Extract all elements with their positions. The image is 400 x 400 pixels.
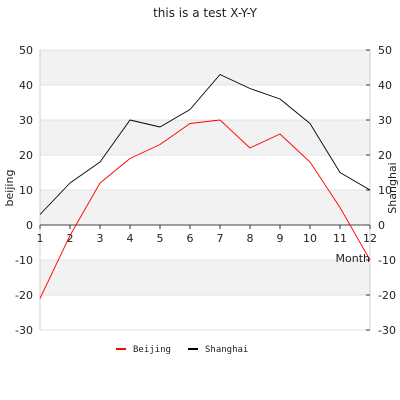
y-tick-label-left: 0 — [26, 219, 33, 232]
y-tick-label-right: -10 — [378, 254, 396, 267]
x-tick-label: 8 — [247, 232, 254, 245]
chart-title: this is a test X-Y-Y — [153, 6, 257, 20]
x-tick-label: 4 — [127, 232, 134, 245]
grid-bands — [40, 50, 370, 295]
x-tick-label: 5 — [157, 232, 164, 245]
x-ticks: 1 2 3 4 5 6 7 8 9 10 11 12 — [37, 225, 377, 245]
left-y-ticks: -30 -20 -10 0 10 20 30 40 50 — [15, 44, 33, 337]
right-y-ticks: -30 -20 -10 0 10 20 30 40 50 — [366, 44, 396, 337]
y-tick-label-left: 20 — [19, 149, 33, 162]
y-tick-label-left: 30 — [19, 114, 33, 127]
y-tick-label-left: -30 — [15, 324, 33, 337]
x-tick-label: 6 — [187, 232, 194, 245]
x-tick-label: 1 — [37, 232, 44, 245]
y-tick-label-right: 20 — [378, 149, 392, 162]
legend-label-beijing: Beijing — [133, 345, 171, 355]
x-tick-label: 10 — [303, 232, 317, 245]
y-axis-label-left: beijing — [3, 170, 16, 207]
x-tick-label: 7 — [217, 232, 224, 245]
series-line-beijing — [39, 119, 371, 299]
y-tick-label-left: -10 — [15, 254, 33, 267]
y-tick-label-left: -20 — [15, 289, 33, 302]
legend-label-shanghai: Shanghai — [205, 345, 248, 355]
y-tick-label-left: 40 — [19, 79, 33, 92]
series-line-shanghai — [39, 74, 371, 215]
y-tick-label-right: 0 — [378, 219, 385, 232]
y-tick-label-right: 10 — [378, 184, 392, 197]
x-tick-label: 9 — [277, 232, 284, 245]
series — [39, 74, 371, 299]
grid-band — [40, 120, 370, 155]
y-tick-label-right: 30 — [378, 114, 392, 127]
grid-band — [40, 50, 370, 85]
y-tick-label-right: -30 — [378, 324, 396, 337]
y-tick-label-left: 10 — [19, 184, 33, 197]
y-tick-label-right: 50 — [378, 44, 392, 57]
grid-band — [40, 190, 370, 225]
y-tick-label-left: 50 — [19, 44, 33, 57]
x-axis-label: Month — [336, 252, 371, 265]
legend: Beijing Shanghai — [116, 345, 248, 355]
x-tick-label: 12 — [363, 232, 377, 245]
y-tick-label-right: 40 — [378, 79, 392, 92]
x-tick-label: 11 — [333, 232, 347, 245]
y-tick-label-right: -20 — [378, 289, 396, 302]
x-tick-label: 2 — [67, 232, 74, 245]
x-tick-label: 3 — [97, 232, 104, 245]
y-axis-label-right: Shanghai — [386, 162, 399, 213]
grid-band — [40, 260, 370, 295]
